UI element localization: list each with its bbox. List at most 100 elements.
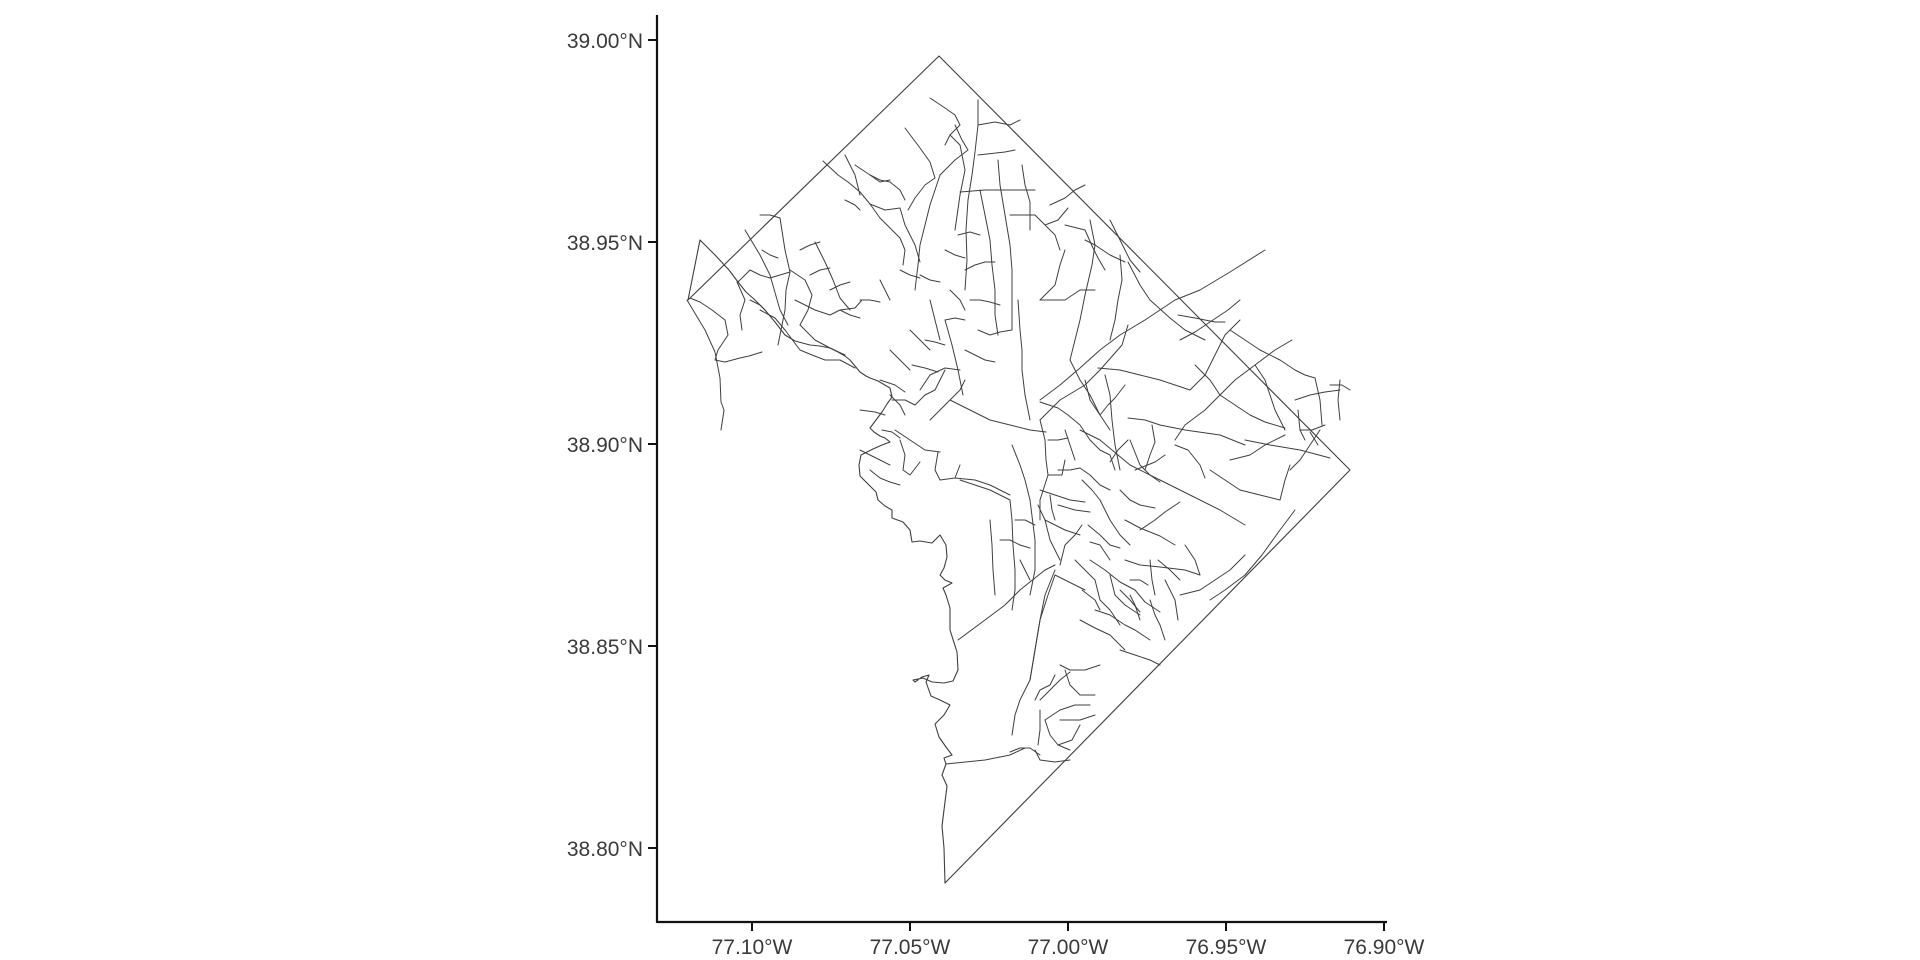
census-tract [1037,504,1061,561]
census-tract [934,451,961,481]
census-tract [1081,589,1101,611]
y-axis: 39.00°N 38.95°N 38.90°N 38.85°N 38.80°N [567,15,659,923]
census-tract [1209,469,1281,501]
census-tract [919,274,941,283]
census-tract [794,299,863,316]
census-tract [1039,474,1049,521]
census-tract [899,439,921,476]
census-tract [839,309,861,319]
census-tract [1039,249,1266,401]
census-tract [964,349,996,363]
census-tract [944,249,966,259]
census-tract [799,241,821,251]
census-tract [1064,429,1076,461]
census-tract [1184,544,1201,576]
census-tract [944,319,964,396]
census-tract [1149,559,1156,596]
census-tract [1134,454,1166,471]
census-tract [939,124,969,176]
census-tract [1064,669,1096,696]
census-tract [1044,519,1081,536]
census-tract [1297,409,1306,441]
dc-map [687,55,1351,884]
census-tract [1109,439,1129,463]
census-tract [1129,594,1141,621]
census-tract [744,229,789,326]
census-tract [999,539,1031,549]
census-tract [869,174,891,183]
census-tract [909,329,931,351]
census-tract [859,449,891,466]
census-tract [934,369,946,391]
census-tract [1009,214,1061,251]
x-tick-label: 76.95°W [1186,936,1267,959]
census-tract [969,299,1001,306]
census-tract [749,299,766,311]
x-tick-label: 77.05°W [870,936,951,959]
census-tract [1299,424,1326,431]
census-tract [1037,709,1041,746]
census-tract [1011,519,1016,611]
census-tract [844,199,861,211]
census-tract [759,309,856,369]
census-tract [689,297,763,363]
census-tract [959,479,1013,521]
x-tick-label: 77.00°W [1028,936,1109,959]
census-tract [1057,724,1081,746]
census-tract [899,269,921,279]
census-tract [1087,524,1121,549]
census-tract [1337,379,1341,421]
census-tract [1044,719,1071,751]
census-tract [1279,464,1291,501]
census-tract [989,519,996,596]
census-tract [1244,439,1331,459]
census-tract [957,231,981,236]
census-tract [1011,679,1031,736]
census-tract [777,217,791,346]
census-tract [1079,619,1126,651]
census-tract [1219,394,1286,429]
census-tract [929,379,966,421]
census-tract [949,134,966,231]
census-tract [1109,219,1141,273]
x-tick-label: 77.10°W [712,936,793,959]
census-tract [759,214,781,219]
census-tract [1294,389,1341,401]
census-tract [1079,429,1246,526]
census-tract [1119,649,1161,666]
census-tract [1279,359,1323,426]
y-tick-label: 38.85°N [567,636,643,659]
census-tract [1039,401,1101,451]
census-tract [1194,364,1221,396]
census-tract [1104,374,1121,471]
census-tract [959,189,1036,193]
census-tract [1089,541,1111,561]
census-tract [1094,609,1151,641]
census-tract [799,324,846,356]
census-tract [1229,329,1281,361]
census-tract [1177,314,1226,323]
census-tract [1097,367,1191,391]
census-tract [1254,364,1286,431]
census-tract [1124,519,1176,546]
census-tract [1127,417,1246,446]
census-tract [891,399,916,406]
census-tract [1149,599,1166,641]
census-tract [1109,574,1141,616]
y-tick-label: 38.80°N [567,838,643,861]
census-tract [1047,459,1066,476]
census-tract [1164,579,1179,621]
census-tract [1039,249,1066,301]
census-tract [977,149,1016,156]
census-tract [1229,434,1286,461]
census-tract [904,127,936,211]
census-tract [844,154,861,196]
census-tract [1039,671,1071,701]
census-tract [809,267,831,276]
census-tract [1049,494,1056,521]
census-tract [911,364,939,373]
census-tract [1179,554,1246,596]
census-tract [1119,489,1156,509]
census-tract [1127,261,1206,341]
